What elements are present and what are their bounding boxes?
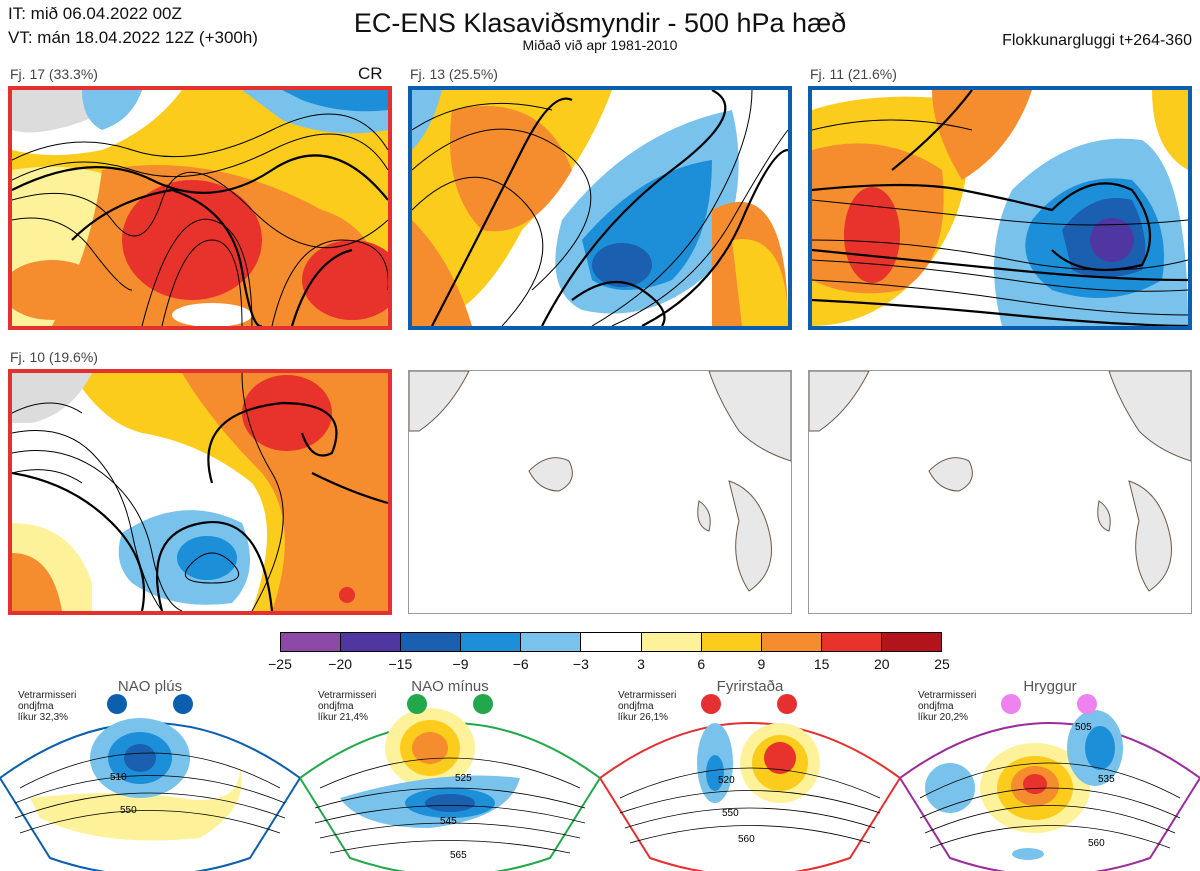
colorbar-cells (280, 632, 942, 652)
panel-1-label: Fj. 17 (33.3%) (10, 66, 98, 82)
colorbar-cell (461, 633, 522, 651)
regime-ridge: Hryggur Vetrarmisseri ondjfma líkur 20,2% … (900, 678, 1200, 871)
cluster-map-4 (12, 373, 388, 611)
anomaly-colorbar: −25 −20 −15 −9 −6 −3 3 6 9 15 20 25 (268, 632, 950, 672)
colorbar-tick-label: 25 (934, 656, 950, 672)
cluster-map-panel-2 (408, 86, 792, 330)
cluster-map-2 (412, 90, 788, 326)
regime-contour-label: 550 (120, 805, 137, 816)
page-title: EC-ENS Klasaviðsmyndir - 500 hPa hæð (353, 8, 847, 38)
coastline-map-6 (809, 371, 1191, 592)
regime-note: Vetrarmisseri ondjfma líkur 32,3% (18, 690, 77, 723)
colorbar-tick-label: 6 (697, 656, 706, 672)
regime-map-nao-plus: 510 550 (0, 694, 300, 871)
coastline-map-5 (409, 371, 791, 592)
empty-map-panel-5 (408, 370, 792, 614)
colorbar-cell (701, 633, 762, 651)
regime-contour-label: 560 (1088, 838, 1105, 849)
regime-contour-label: 505 (1075, 722, 1092, 733)
colorbar-tick-label: −3 (572, 656, 589, 672)
regime-contour-label: 565 (450, 850, 467, 861)
cluster-map-panel-3 (808, 86, 1192, 330)
colorbar-tick-label: −6 (512, 656, 529, 672)
colorbar-tick-label: −9 (452, 656, 469, 672)
colorbar-tick-label: −25 (268, 656, 292, 672)
colorbar-cell (401, 633, 462, 651)
regime-contour-label: 545 (440, 816, 457, 827)
colorbar-tick-label: −15 (388, 656, 413, 672)
regime-map-nao-minus: 525 545 565 (300, 694, 600, 871)
regime-title: NAO mínus (411, 678, 489, 695)
regime-note: Vetrarmisseri ondjfma líkur 26,1% (618, 690, 677, 723)
regime-note: Vetrarmisseri ondjfma líkur 21,4% (318, 690, 377, 723)
regime-contour-label: 535 (1098, 774, 1115, 785)
colorbar-tick-label: 3 (637, 656, 645, 672)
regime-nao-plus: NAO plús Vetrarmisseri ondjfma líkur 32,3%… (0, 678, 300, 871)
panel-1-tag: CR (358, 64, 383, 83)
regime-title: Hryggur (1023, 678, 1077, 695)
colorbar-cell (761, 633, 822, 651)
colorbar-cell (341, 633, 402, 651)
colorbar-cell (521, 633, 582, 651)
regime-contour-label: 510 (110, 772, 127, 783)
regime-title: NAO plús (117, 678, 183, 695)
regime-contour-label: 525 (455, 773, 472, 784)
regime-map-ridge: 505 535 560 (900, 694, 1200, 871)
valid-time: VT: mán 18.04.2022 12Z (+300h) (8, 28, 258, 47)
regime-blocking: Fyrirstaða Vetrarmisseri ondjfma líkur 26,… (600, 678, 900, 871)
panel-2-label: Fj. 13 (25.5%) (410, 66, 498, 82)
colorbar-tick-label: 9 (757, 656, 766, 672)
colorbar-cell (821, 633, 882, 651)
cluster-map-panel-1 (8, 86, 392, 330)
cluster-map-1 (12, 90, 388, 326)
colorbar-tick-label: −20 (328, 656, 353, 672)
panel-3-label: Fj. 11 (21.6%) (810, 66, 897, 82)
colorbar-cell (581, 633, 642, 651)
cluster-map-panel-4 (8, 369, 392, 615)
colorbar-cell (641, 633, 702, 651)
cluster-map-3 (812, 90, 1188, 326)
regime-title: Fyrirstaða (716, 678, 784, 695)
colorbar-cell (881, 633, 942, 651)
colorbar-tick-label: 20 (874, 656, 890, 672)
regime-nao-minus: NAO mínus Vetrarmisseri ondjfma líkur 21,4… (300, 678, 600, 871)
empty-map-panel-6 (808, 370, 1192, 614)
init-time: IT: mið 06.04.2022 00Z (8, 4, 182, 23)
regime-contour-label: 550 (722, 808, 739, 819)
page-subtitle: Miðað við apr 1981-2010 (522, 37, 678, 53)
panel-4-label: Fj. 10 (19.6%) (10, 349, 98, 365)
colorbar-cell (281, 633, 342, 651)
classification-window: Flokkunargluggi t+264-360 (1002, 32, 1192, 49)
regime-contour-label: 520 (718, 775, 735, 786)
colorbar-tick-label: 15 (813, 656, 830, 672)
regime-contour-label: 560 (738, 834, 755, 845)
regime-note: Vetrarmisseri ondjfma líkur 20,2% (918, 690, 977, 723)
regime-map-blocking: 520 550 560 (600, 694, 900, 871)
